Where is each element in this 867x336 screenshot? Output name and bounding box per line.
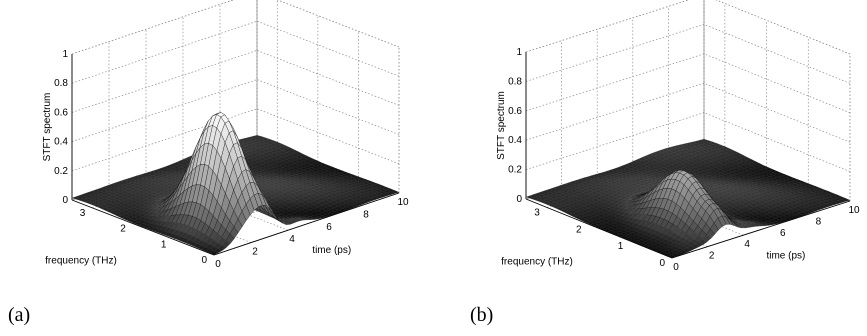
x-tick-label: 2 [709,251,715,262]
box-edge [715,0,851,55]
grid-line [71,79,258,142]
box-edge [276,0,400,48]
grid-line [525,82,705,141]
x-tick-label: 0 [673,262,679,273]
z-tick-label: 1 [516,47,522,58]
surface-plot-panel: 0 2 4 6 8 10 0 1 2 3 0 0.2 0.4 0.6 0.8 1 time (ps) freque… [496,0,860,273]
z-tick-label: 0.8 [54,78,68,89]
grid-line [71,50,258,113]
tick-labels: 0 2 4 6 8 10 0 1 2 3 0 0.2 0.4 0.6 0.8 1 [508,47,860,273]
grid-line [256,79,400,135]
z-tick-label: 0.6 [508,106,522,117]
x-axis-label: time (ps) [312,245,351,256]
y-axis-label: frequency (THz) [45,256,117,267]
z-tick-label: 0.8 [508,76,522,87]
z-tick-label: 0.2 [508,165,522,176]
x-tick-label: 10 [848,205,860,216]
y-tick-label: 3 [80,208,86,219]
z-tick-label: 0.6 [54,107,68,118]
panel-label-a: (a) [8,304,31,326]
x-tick-label: 6 [780,228,786,239]
grid-line [71,20,258,84]
grid-line [71,108,258,172]
x-axis-label: time (ps) [766,251,805,262]
x-tick-label: 6 [326,222,332,233]
x-tick-label: 8 [363,209,369,220]
x-tick-label: 4 [289,234,295,245]
z-tick-label: 0.4 [54,137,68,148]
surface-mesh [525,138,851,259]
grid-line [256,50,400,106]
z-tick-label: 1 [62,49,68,60]
y-tick-label: 1 [161,239,167,250]
grid-line [276,0,400,48]
x-axis-line [671,200,851,259]
y-axis-label: frequency (THz) [501,257,573,268]
y-tick-label: 2 [120,224,126,235]
grid-line [525,0,690,53]
x-axis-line [213,192,400,256]
grid-line [71,0,235,55]
grid-line [703,53,851,114]
box-edge [71,0,235,55]
z-tick-label: 0 [62,195,68,206]
box-edge [525,0,690,53]
grid-line [703,82,851,143]
y-tick-label: 1 [618,241,624,252]
z-tick-label: 0.2 [54,166,68,177]
grid-line [256,108,400,165]
y-tick-label: 2 [576,224,582,235]
grid-line [525,53,705,112]
panel-label-b: (b) [470,304,494,326]
z-axis-label: STFT spectrum [42,93,53,162]
z-tick-label: 0 [516,194,522,205]
surface-plot-panel: 0 2 4 6 8 10 0 1 2 3 0 0.2 0.4 0.6 0.8 1 time (ps) freque… [42,0,409,270]
grid-line [256,20,400,77]
x-tick-label: 0 [215,259,221,270]
x-tick-label: 2 [252,247,258,258]
y-tick-label: 0 [201,255,207,266]
x-tick-label: 10 [397,197,409,208]
x-tick-label: 4 [744,239,750,250]
y-axis-line [71,199,215,256]
grid-line [715,0,851,55]
grid-line [525,24,705,82]
y-tick-label: 3 [534,207,540,218]
tick-labels: 0 2 4 6 8 10 0 1 2 3 0 0.2 0.4 0.6 0.8 1 [54,49,409,270]
y-tick-label: 0 [659,258,665,269]
z-tick-label: 0.4 [508,135,522,146]
surface-facet [209,250,219,255]
z-axis-label: STFT spectrum [496,91,507,160]
x-tick-label: 8 [816,216,822,227]
grid-line [703,24,851,84]
surface-mesh [71,111,400,255]
surface-facet [667,254,677,259]
